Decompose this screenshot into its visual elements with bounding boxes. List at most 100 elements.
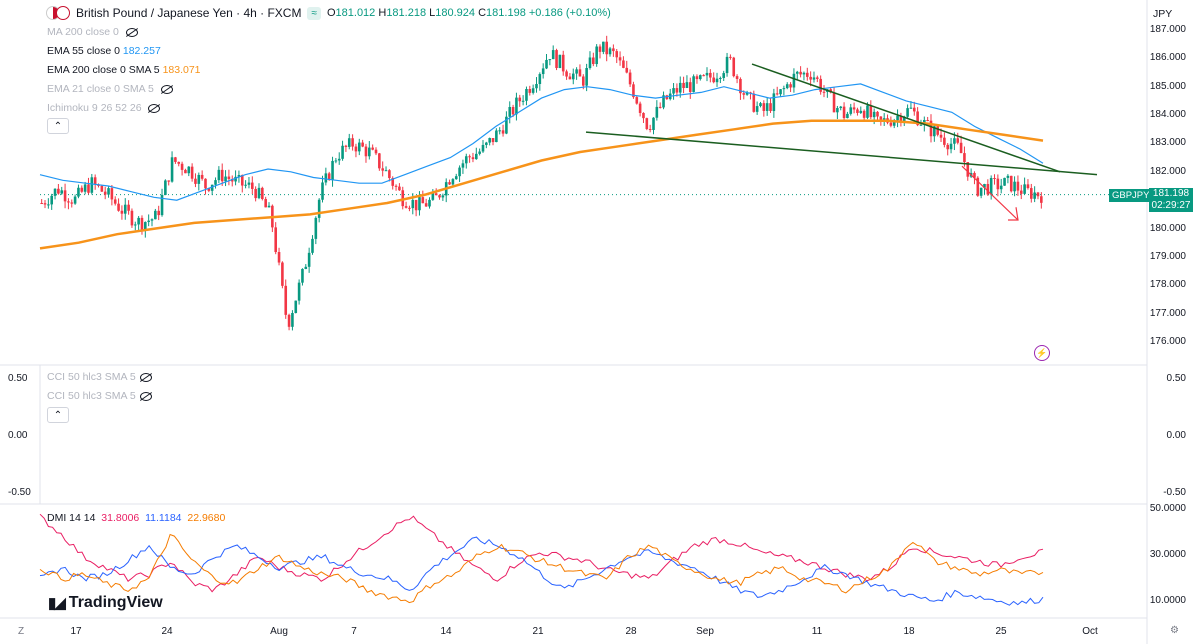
indicator-label: EMA 21 close 0 SMA 5 <box>47 83 157 95</box>
candle-body <box>428 199 431 207</box>
dmi-plus-value: 31.8006 <box>101 512 140 524</box>
dmi-series-line <box>39 533 1044 604</box>
symbol-header[interactable]: British Pound / Japanese Yen · 4h · FXCM… <box>46 6 611 20</box>
hidden-eye-icon[interactable] <box>160 84 173 94</box>
candle-body <box>160 194 164 216</box>
indicator-row[interactable]: EMA 21 close 0 SMA 5 <box>47 83 173 96</box>
candle-body <box>381 168 384 171</box>
candle-body <box>545 59 548 69</box>
dmi-series-line <box>39 513 1044 593</box>
candle-body <box>117 203 120 211</box>
ema200-line <box>39 119 1044 250</box>
candle-body <box>194 178 197 184</box>
candle-body <box>190 166 194 179</box>
candle-body <box>775 93 779 95</box>
indicator-row[interactable]: MA 200 close 0 <box>47 26 138 39</box>
time-tick: 17 <box>70 626 82 637</box>
candle-body <box>144 222 147 231</box>
candle-body <box>802 72 806 75</box>
candle-body <box>906 108 909 117</box>
candle-body <box>819 78 822 92</box>
candle-body <box>83 184 87 192</box>
candle-body <box>966 162 970 177</box>
candle-body <box>274 227 278 253</box>
candle-body <box>321 182 324 200</box>
candle-body <box>772 93 776 112</box>
candle-body <box>655 106 659 118</box>
timezone-icon[interactable]: Z <box>18 626 25 637</box>
indicator-label: EMA 200 close 0 SMA 5 <box>47 64 163 76</box>
candle-body <box>127 204 130 211</box>
indicator-row[interactable]: Ichimoku 9 26 52 26 <box>47 102 161 115</box>
currency-label[interactable]: JPY <box>1153 8 1173 20</box>
candle-body <box>424 203 428 207</box>
candle-body <box>782 88 786 90</box>
indicator-row[interactable]: EMA 55 close 0 182.257 <box>47 45 161 58</box>
candle-body <box>525 89 528 101</box>
candle-body <box>889 122 893 126</box>
candle-body <box>929 120 933 137</box>
candle-body <box>307 252 311 267</box>
bar-countdown: 02:29:27 <box>1151 200 1191 211</box>
candle-body <box>327 173 331 180</box>
candle-body <box>291 313 294 327</box>
candle-body <box>732 57 736 77</box>
market-status-badge[interactable]: ≈ <box>307 6 321 20</box>
candle-body <box>812 77 816 80</box>
candle-body <box>404 206 408 208</box>
candle-body <box>705 72 709 76</box>
candle-body <box>976 177 980 196</box>
candle-body <box>678 82 682 93</box>
candle-body <box>485 142 488 145</box>
candle-body <box>224 176 227 182</box>
candle-body <box>759 103 762 107</box>
candle-body <box>896 115 899 121</box>
candle-body <box>816 77 819 79</box>
candle-body <box>53 188 57 196</box>
hidden-eye-icon[interactable] <box>125 27 138 37</box>
candle-body <box>511 106 515 115</box>
candle-body <box>702 75 705 77</box>
candle-body <box>769 103 772 112</box>
candle-body <box>501 130 505 134</box>
candle-body <box>354 146 358 152</box>
cci-right-tick: -0.50 <box>1163 487 1186 498</box>
candle-body <box>558 54 562 69</box>
low-value: 180.924 <box>435 7 476 19</box>
time-tick: 7 <box>351 626 357 637</box>
candle-body <box>973 172 976 178</box>
candle-body <box>123 204 127 214</box>
candle-body <box>1040 196 1043 203</box>
candle-body <box>869 105 873 118</box>
candle-body <box>876 111 879 117</box>
candle-body <box>565 71 568 77</box>
candle-body <box>598 46 602 52</box>
hidden-eye-icon[interactable] <box>148 103 161 113</box>
candle-body <box>936 126 939 135</box>
candle-body <box>859 110 863 113</box>
candle-body <box>725 56 729 74</box>
candle-body <box>468 156 471 158</box>
candle-body <box>625 67 629 73</box>
candle-body <box>912 107 916 112</box>
candle-body <box>993 178 996 180</box>
candle-body <box>157 210 160 216</box>
cci-right-tick: 0.00 <box>1166 430 1186 441</box>
candle-body <box>899 115 903 123</box>
symbol-title[interactable]: British Pound / Japanese Yen · 4h · FXCM <box>76 6 302 20</box>
hidden-eye-icon[interactable] <box>139 391 152 401</box>
collapse-legend-button[interactable]: ⌃ <box>47 118 69 134</box>
collapse-cci-button[interactable]: ⌃ <box>47 407 69 423</box>
candle-body <box>257 187 261 199</box>
candle-body <box>739 78 742 94</box>
hidden-eye-icon[interactable] <box>139 372 152 382</box>
last-price-tag: 181.198 02:29:27 <box>1149 188 1193 212</box>
settings-gear-icon[interactable]: ⚙ <box>1170 625 1179 636</box>
candle-body <box>200 174 204 179</box>
lightning-icon[interactable]: ⚡ <box>1034 345 1050 361</box>
candle-body <box>90 177 94 193</box>
candle-body <box>214 180 217 185</box>
indicator-row[interactable]: EMA 200 close 0 SMA 5 183.071 <box>47 64 201 77</box>
candle-body <box>197 174 201 184</box>
